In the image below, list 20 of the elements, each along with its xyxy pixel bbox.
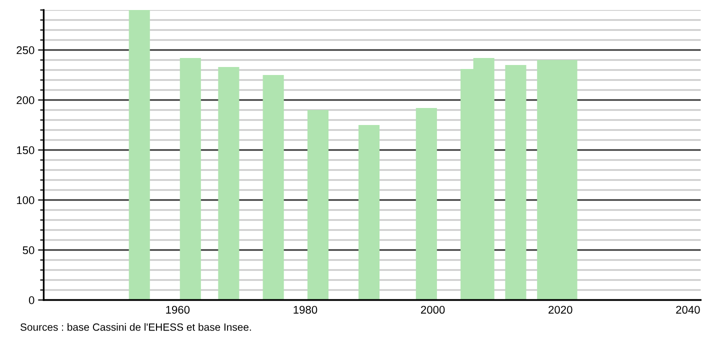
bar	[218, 67, 240, 300]
bar	[358, 125, 380, 300]
y-tick-label: 250	[16, 46, 34, 54]
bar	[307, 110, 329, 300]
y-tick-label: 100	[16, 196, 34, 204]
bar	[416, 108, 437, 300]
x-tick-label: 2000	[421, 306, 445, 314]
x-tick-label: 1980	[294, 306, 318, 314]
x-tick-label: 1960	[166, 306, 190, 314]
bar	[128, 10, 150, 300]
y-tick-label: 0	[28, 296, 34, 304]
y-tick-label: 150	[16, 146, 34, 154]
x-tick-label: 2020	[548, 306, 572, 314]
y-tick-label: 50	[22, 246, 34, 254]
bar	[180, 58, 201, 300]
bar	[505, 65, 526, 300]
x-tick-label: 2040	[676, 306, 700, 314]
source-note: Sources : base Cassini de l'EHESS et base Insee.	[20, 323, 251, 331]
y-tick-label: 200	[16, 96, 34, 104]
bar	[262, 75, 284, 300]
